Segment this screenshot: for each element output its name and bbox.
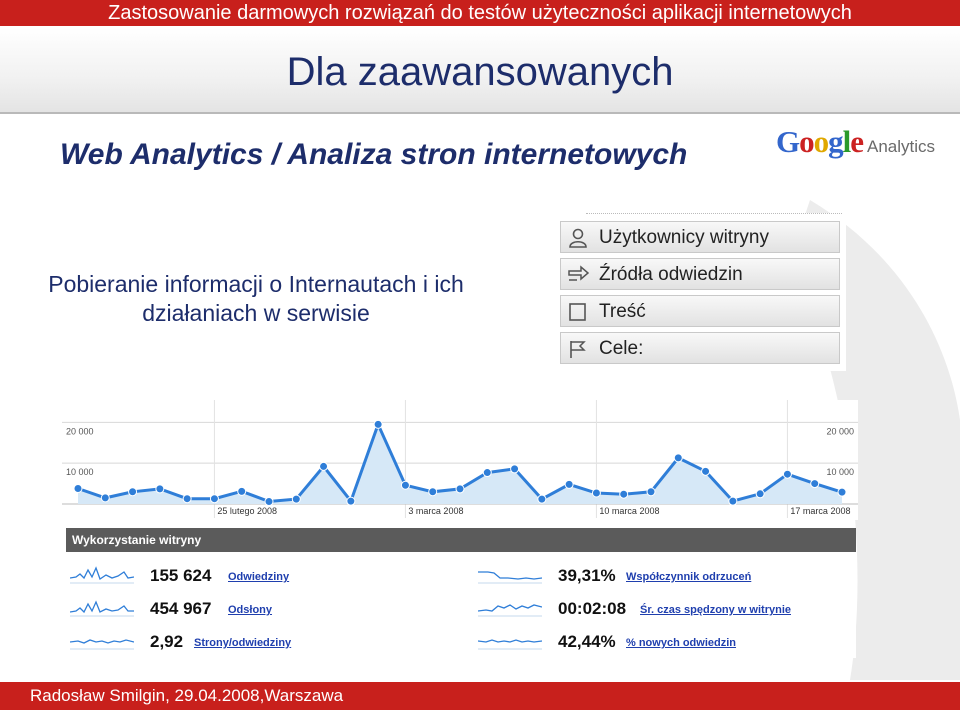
- metric-link-bounce-rate[interactable]: Współczynnik odrzuceń: [626, 571, 752, 583]
- chart-points: [73, 419, 847, 507]
- chart-point: [482, 468, 492, 478]
- chart-point: [701, 466, 711, 476]
- chart-point: [810, 479, 820, 489]
- metric-avg-time: 00:02:08 Śr. czas spędzony w witrynie: [478, 597, 856, 621]
- sparkline-icon: [478, 604, 542, 617]
- chart-x-tick-label: 25 lutego 2008: [217, 506, 277, 516]
- menu-divider: [586, 213, 842, 214]
- sparkline-icon: [478, 639, 542, 650]
- chart-point: [73, 483, 83, 493]
- google-analytics-logo: Google Analytics: [776, 124, 946, 166]
- chart-point: [237, 486, 247, 496]
- chart-point: [291, 494, 301, 504]
- sparkline-icon: [70, 566, 134, 584]
- slide-title: Web Analytics / Analiza stron internetow…: [60, 138, 688, 171]
- chart-point: [673, 453, 683, 463]
- menu-item-goals[interactable]: Cele:: [560, 332, 840, 364]
- metric-link-pages-per-visit[interactable]: Strony/odwiedziny: [194, 637, 292, 649]
- metric-pages-per-visit: 2,92 Strony/odwiedziny: [70, 630, 450, 654]
- sparkline-icon: [478, 571, 542, 584]
- user-icon: [569, 228, 587, 248]
- ga-menu: Użytkownicy witryny Źródła odwiedzin Tre…: [556, 213, 846, 371]
- header-bar: Zastosowanie darmowych rozwiązań do test…: [0, 0, 960, 26]
- menu-item-label: Cele:: [599, 338, 644, 359]
- chart-point: [728, 496, 738, 506]
- chart-y-tick-label: 10 000: [826, 467, 854, 477]
- chart-x-tick-label: 17 marca 2008: [790, 506, 850, 516]
- chart-point: [455, 484, 465, 494]
- chart-point: [837, 487, 847, 497]
- metric-link-new-visits[interactable]: % nowych odwiedzin: [626, 637, 737, 649]
- metric-value: 39,31%: [558, 566, 616, 585]
- chart-y-tick-label: 20 000: [66, 426, 94, 436]
- metric-value: 454 967: [150, 599, 212, 618]
- chart-point: [591, 488, 601, 498]
- menu-item-label: Użytkownicy witryny: [599, 227, 769, 248]
- footer-bar: [0, 682, 960, 710]
- chart-point: [128, 487, 138, 497]
- chart-point: [373, 419, 383, 429]
- chart-point: [564, 479, 574, 489]
- chart-point: [264, 497, 274, 507]
- metric-value: 00:02:08: [558, 599, 627, 618]
- menu-item-label: Źródła odwiedzin: [599, 264, 743, 285]
- metric-visits: 155 624 Odwiedziny: [70, 564, 450, 588]
- chart-point: [537, 494, 547, 504]
- slide-description: Pobieranie informacji o Internautach i i…: [48, 271, 464, 326]
- page-icon: [569, 303, 586, 321]
- flag-icon: [570, 341, 586, 358]
- chart-y-tick-label: 10 000: [66, 467, 94, 477]
- chart-point: [155, 484, 165, 494]
- analytics-logo-text: Analytics: [867, 137, 936, 156]
- chart-point: [619, 489, 629, 499]
- chart-point: [646, 487, 656, 497]
- chart-y-tick-label: 20 000: [826, 426, 854, 436]
- chart-labels: 20 000 20 000 10 000 10 000 25 lutego 2008 3 …: [66, 426, 854, 516]
- chart-point: [209, 494, 219, 504]
- metric-value: 155 624: [150, 566, 212, 585]
- arrows-icon: [568, 265, 589, 281]
- metric-value: 2,92: [150, 632, 184, 651]
- metric-link-avg-time[interactable]: Śr. czas spędzony w witrynie: [640, 604, 791, 616]
- metric-link-pageviews[interactable]: Odsłony: [228, 604, 273, 616]
- sparkline-icon: [70, 600, 134, 617]
- footer-text: Radosław Smilgin, 29.04.2008,Warszawa: [30, 686, 344, 705]
- menu-item-label: Treść: [599, 301, 646, 322]
- chart-point: [428, 487, 438, 497]
- menu-item-content[interactable]: Treść: [560, 295, 840, 327]
- chart-point: [755, 489, 765, 499]
- chart-x-tick-label: 3 marca 2008: [408, 506, 463, 516]
- chart-x-tick-label: 10 marca 2008: [599, 506, 659, 516]
- visits-chart: 20 000 20 000 10 000 10 000 25 lutego 2008 3 …: [62, 400, 858, 520]
- chart-point: [400, 480, 410, 490]
- chart-point: [782, 469, 792, 479]
- site-usage-title: Wykorzystanie witryny: [66, 528, 856, 552]
- metric-value: 42,44%: [558, 632, 616, 651]
- sparkline-icon: [70, 639, 134, 650]
- menu-item-users[interactable]: Użytkownicy witryny: [560, 221, 840, 253]
- subtitle-bar: [0, 28, 960, 114]
- menu-item-sources[interactable]: Źródła odwiedzin: [560, 258, 840, 290]
- site-usage-panel: Wykorzystanie witryny 155 624 Odwiedziny…: [66, 528, 856, 658]
- chart-point: [100, 493, 110, 503]
- metric-new-visits: 42,44% % nowych odwiedzin: [478, 630, 856, 654]
- slide-subtitle: Dla zaawansowanych: [286, 50, 674, 94]
- chart-point: [319, 461, 329, 471]
- google-logo-text: Google: [776, 124, 864, 159]
- chart-point: [346, 496, 356, 506]
- metric-pageviews: 454 967 Odsłony: [70, 597, 450, 621]
- chart-point: [510, 464, 520, 474]
- metric-link-visits[interactable]: Odwiedziny: [228, 571, 290, 583]
- metric-bounce-rate: 39,31% Współczynnik odrzuceń: [478, 564, 856, 588]
- chart-point: [182, 494, 192, 504]
